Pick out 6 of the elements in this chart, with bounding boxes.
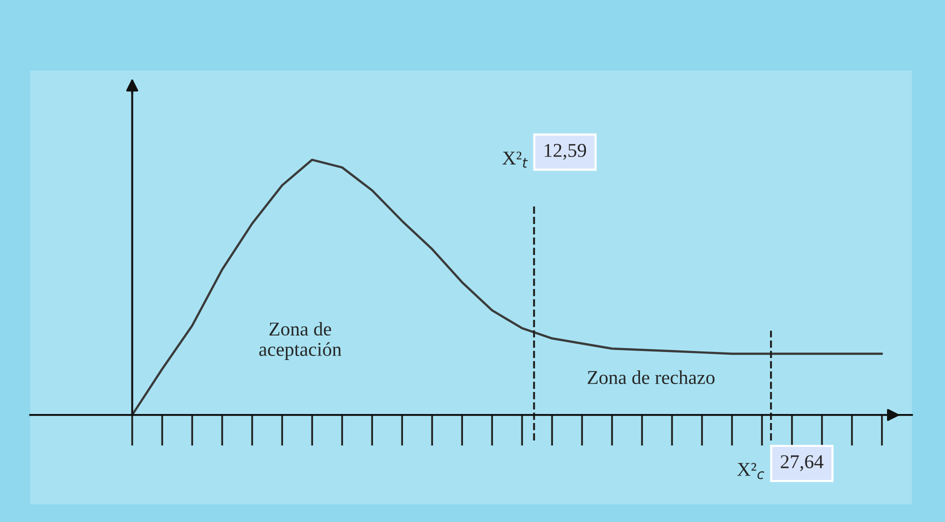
annotation: Zona de aceptación	[259, 322, 342, 360]
text: X²$_{c}$	[737, 462, 764, 480]
annotation: Zona de rechazo	[588, 370, 715, 384]
text: 27,64	[780, 455, 824, 472]
text: 12,59	[544, 144, 586, 160]
annotation: X²$_{t}$	[502, 152, 528, 168]
